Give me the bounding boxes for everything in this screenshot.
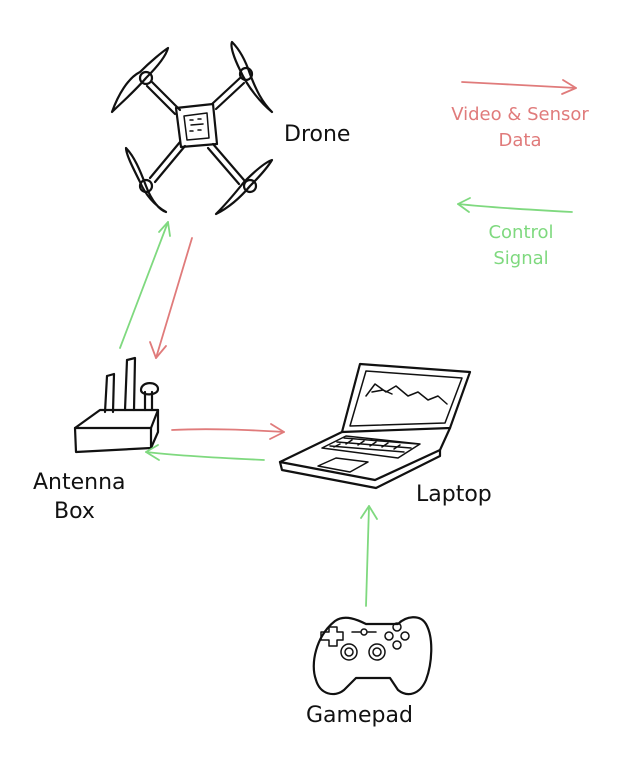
drone-icon — [110, 40, 274, 216]
arrow-head-icon — [269, 423, 285, 440]
connection-laptop-to-antenna-control — [145, 444, 265, 461]
antenna-box-icon — [73, 356, 160, 454]
arrow-head-icon — [561, 79, 577, 95]
laptop-icon — [278, 362, 472, 490]
legend-arrow-red-icon — [461, 81, 577, 89]
legend-control-label-line1: Control — [488, 222, 553, 243]
legend-arrow-green-icon — [457, 203, 573, 213]
laptop-label: Laptop — [416, 482, 492, 507]
drone-label: Drone — [284, 122, 350, 147]
antenna-box-label-line1: Antenna — [33, 470, 126, 495]
connection-drone-to-antenna-video — [149, 237, 193, 359]
connection-line — [171, 428, 285, 433]
connection-gamepad-to-laptop-control — [360, 505, 378, 607]
arrow-head-icon — [360, 505, 378, 520]
connection-antenna-to-laptop-video — [171, 423, 285, 440]
connection-line — [365, 505, 370, 607]
arrow-head-icon — [158, 221, 171, 237]
gamepad-icon — [312, 616, 433, 696]
legend-video-sensor-data: Video & Sensor Data — [451, 79, 589, 151]
arrow-head-icon — [149, 341, 167, 359]
legend-video-label-line1: Video & Sensor — [451, 104, 589, 125]
legend-control-label-line2: Signal — [493, 248, 548, 269]
connection-antenna-to-drone-control — [119, 221, 171, 349]
connection-line — [119, 221, 169, 349]
gamepad-label: Gamepad — [306, 703, 413, 728]
antenna-box-label-line2: Box — [54, 499, 95, 524]
legend-control-signal: Control Signal — [457, 197, 573, 269]
connection-line — [155, 237, 193, 359]
connection-line — [145, 451, 265, 461]
legend-video-label-line2: Data — [499, 130, 542, 151]
arrow-head-icon — [145, 444, 160, 461]
arrow-head-icon — [457, 197, 471, 213]
